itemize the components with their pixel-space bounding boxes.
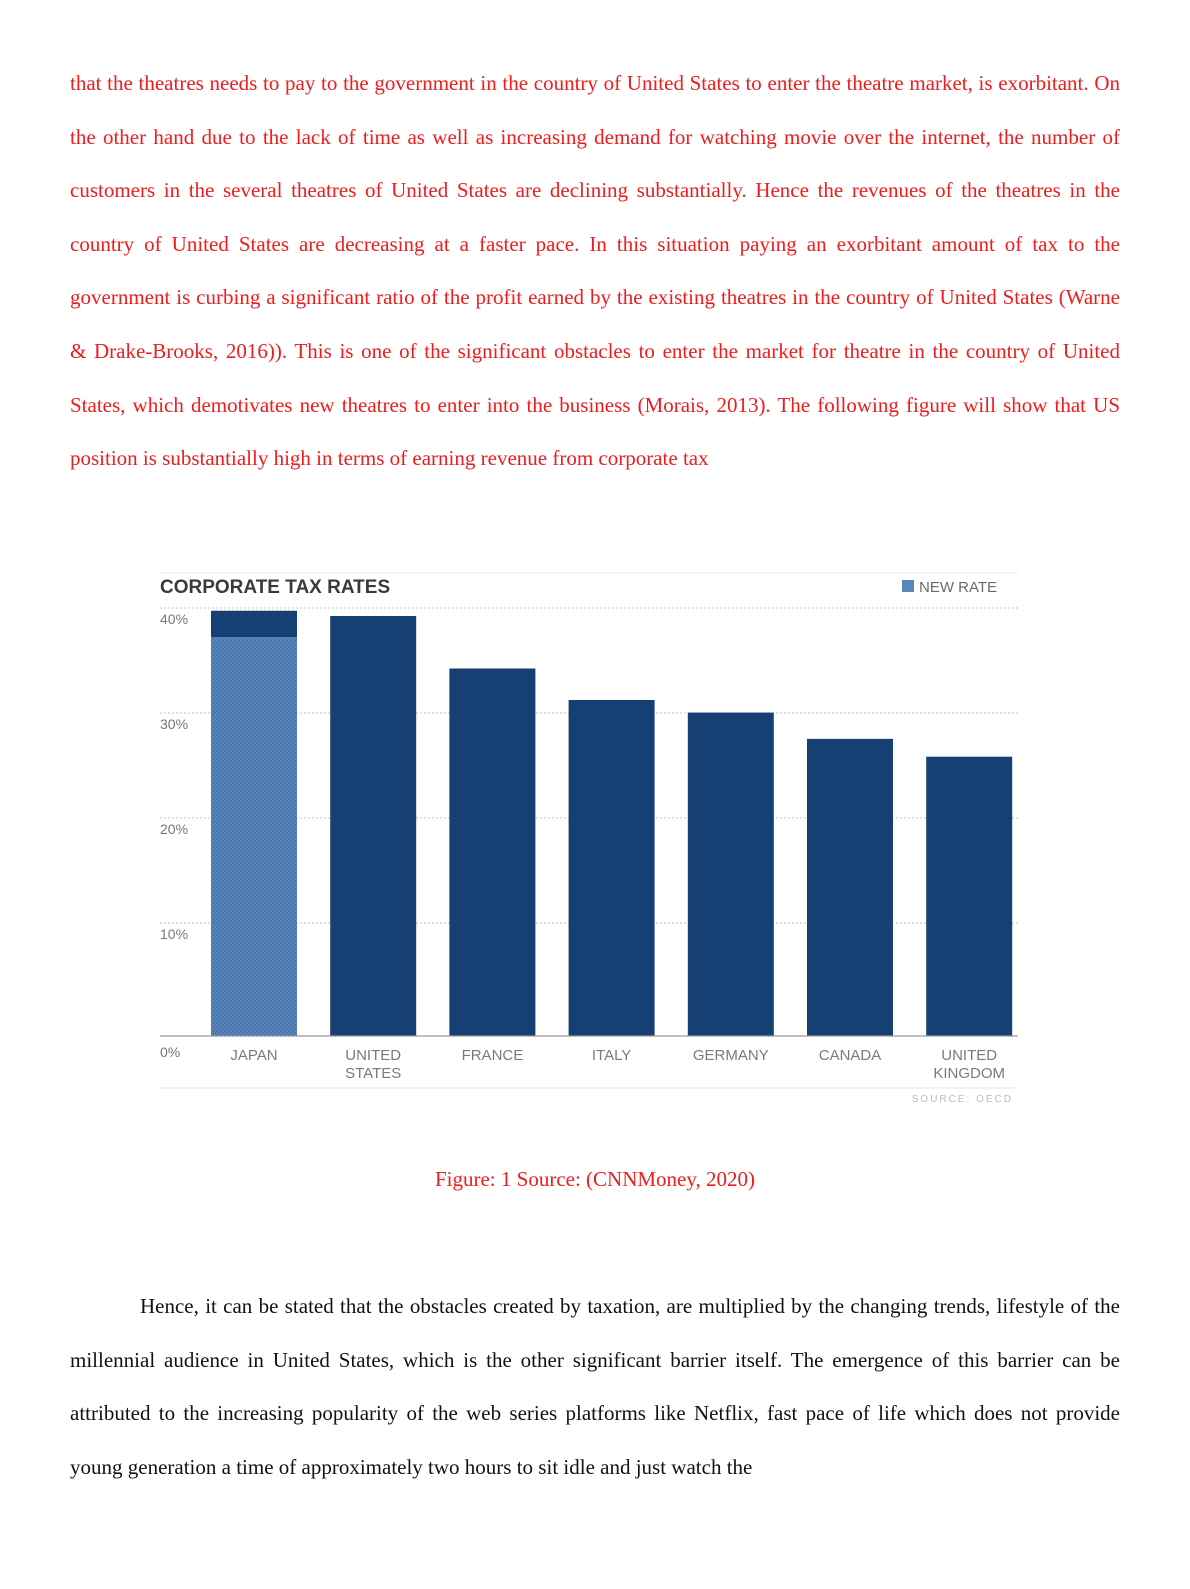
legend-label: NEW RATE — [919, 579, 997, 596]
bar — [807, 738, 893, 1036]
bar — [926, 756, 1013, 1036]
bar-new-rate — [211, 637, 297, 1036]
chart-title: CORPORATE TAX RATES — [160, 577, 390, 598]
body-paragraph-2: Hence, it can be stated that the obstacl… — [70, 1294, 1120, 1479]
x-tick-label: KINGDOM — [933, 1065, 1005, 1082]
x-tick-label: GERMANY — [693, 1047, 769, 1064]
x-tick-label: FRANCE — [462, 1047, 524, 1064]
y-tick-label: 40% — [160, 611, 188, 627]
bar — [330, 616, 417, 1036]
x-tick-label: CANADA — [819, 1047, 882, 1064]
x-tick-label: JAPAN — [230, 1047, 277, 1064]
bar — [568, 700, 655, 1036]
figure-caption: Figure: 1 Source: (CNNMoney, 2020) — [434, 1167, 755, 1191]
chart-source: SOURCE: OECD — [912, 1094, 1013, 1105]
bar — [449, 668, 536, 1036]
x-tick-label: UNITED — [941, 1047, 997, 1064]
y-tick-label: 30% — [160, 716, 188, 732]
bars — [211, 610, 1013, 1036]
y-tick-label: 20% — [160, 821, 188, 837]
x-tick-label: ITALY — [592, 1047, 631, 1064]
y-tick-label: 10% — [160, 926, 188, 942]
body-paragraph-1: that the theatres needs to pay to the go… — [70, 71, 1120, 471]
x-tick-label: STATES — [345, 1065, 401, 1082]
y-tick-label: 0% — [160, 1044, 180, 1060]
y-axis-ticks: 0% 10% 20% 30% 40% — [160, 611, 188, 1060]
corporate-tax-chart: CORPORATE TAX RATES NEW RATE 0% 10% 20% 30%… — [160, 572, 1018, 1105]
x-tick-label: UNITED — [345, 1047, 401, 1064]
bar — [687, 712, 774, 1036]
legend-swatch — [902, 580, 914, 592]
